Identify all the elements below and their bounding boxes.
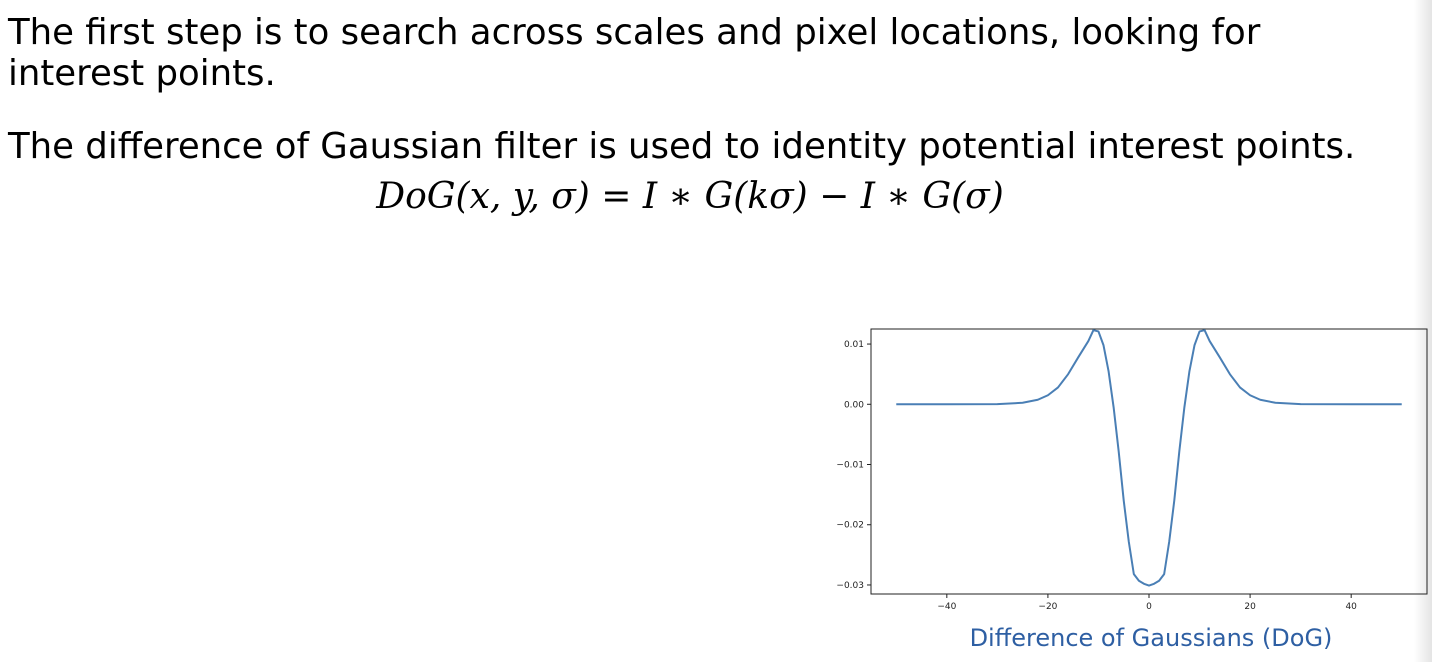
paragraph-line-1: The first step is to search across scale… [8,12,1261,53]
x-tick-label: 20 [1244,602,1256,612]
plot-frame [870,328,1428,595]
x-tick-label: 0 [1146,602,1152,612]
y-tick-label: 0.00 [844,400,864,410]
paragraph-search-step: The first step is to search across scale… [8,12,1260,94]
y-tick-label: 0.01 [844,340,864,350]
y-tick-label: −0.01 [836,461,864,471]
paragraph-line-2: interest points. [8,53,276,94]
x-tick-label: −40 [937,602,956,612]
y-axis-ticks: 0.01 0.00 −0.01 −0.02 −0.03 [836,340,871,591]
y-tick-label: −0.03 [836,581,864,591]
dog-series-line [896,329,1402,587]
x-axis-ticks: −40 −20 0 20 40 [937,594,1357,612]
paragraph-dog-filter: The difference of Gaussian filter is use… [8,126,1356,167]
dog-equation: DoG(x, y, σ) = I ∗ G(kσ) − I ∗ G(σ) [376,176,1004,217]
dog-plot: 0.01 0.00 −0.01 −0.02 −0.03 −40 −20 0 20 40 [836,328,1428,612]
figure-caption: Difference of Gaussians (DoG) [969,624,1333,652]
x-tick-label: 40 [1345,602,1357,612]
x-tick-label: −20 [1038,602,1057,612]
y-tick-label: −0.02 [836,521,864,531]
